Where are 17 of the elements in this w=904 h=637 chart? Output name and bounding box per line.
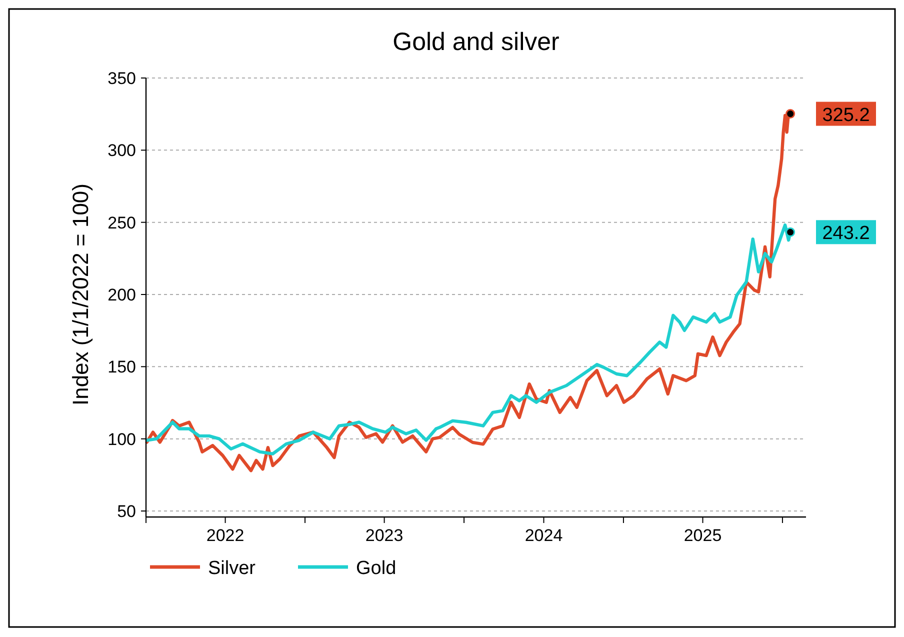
y-tick-label: 200 [108,286,136,304]
y-tick-label: 100 [108,430,136,449]
legend-label: Silver [208,558,256,579]
y-axis-title: Index (1/1/2022 = 100) [68,184,93,406]
data-label: 325.2 [822,104,870,126]
y-tick-label: 350 [108,69,136,88]
x-tick-label: 2025 [684,526,722,545]
data-label: 243.2 [822,223,870,244]
y-tick-label: 50 [117,502,136,521]
chart-title: Gold and silver [392,28,560,56]
x-tick-label: 2024 [524,526,563,545]
y-tick-label: 150 [108,358,136,377]
y-tick-label: 250 [108,213,136,232]
x-tick-label: 2022 [206,526,244,545]
x-tick-label: 2023 [365,526,404,545]
y-tick-label: 300 [108,141,136,160]
legend-label: Gold [356,558,396,579]
